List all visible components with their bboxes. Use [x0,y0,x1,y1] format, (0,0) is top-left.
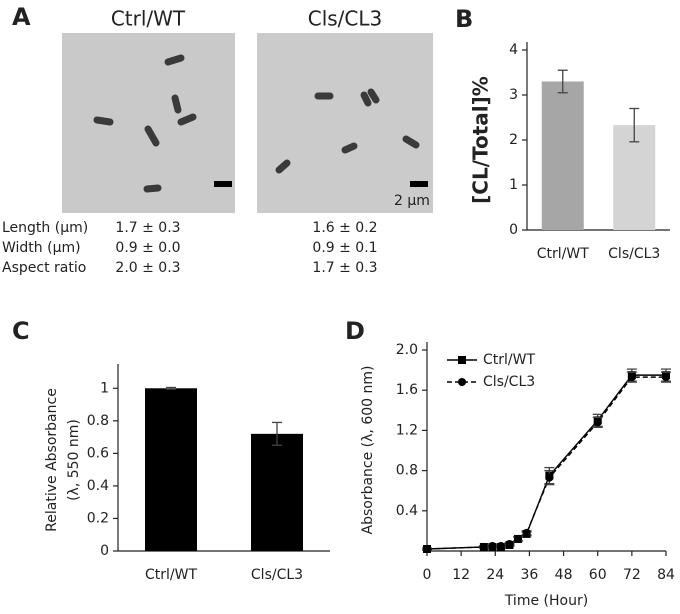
series-line [426,376,666,550]
cell: 1.6 ± 0.2 [312,220,377,236]
cell: 0.9 ± 0.0 [115,240,180,256]
bar [251,433,303,551]
cell: 1.7 ± 0.3 [115,220,180,236]
legend-label: Ctrl/WT [483,352,535,368]
marker [662,373,670,382]
x-tick-label: 12 [452,567,470,583]
y-axis-label: (λ, 550 nm) [66,419,82,501]
x-tick-label: 24 [486,567,504,583]
x-tick-label: 72 [623,567,641,583]
x-tick-label: Ctrl/WT [145,567,197,583]
marker [522,528,531,537]
cell: 0.9 ± 0.1 [312,240,377,256]
y-tick-label: 0.2 [87,510,109,526]
marker [479,542,488,551]
marker [496,541,505,550]
y-tick-label: 4 [509,42,518,58]
panel-letter: A [12,3,31,31]
row-label: Width (µm) [2,240,81,256]
x-tick-label: Cls/CL3 [608,246,660,262]
x-tick-label: 0 [423,567,432,583]
y-tick-label: 0 [100,543,109,559]
micrograph [257,33,433,213]
marker [488,541,497,550]
bar [145,388,197,551]
x-tick-label: Cls/CL3 [251,567,303,583]
marker [627,373,636,382]
marker [545,473,554,482]
marker [514,534,523,543]
marker [505,539,514,548]
x-tick-label: 36 [521,567,539,583]
y-tick-label: 0.8 [87,413,109,429]
bar [613,125,656,230]
y-tick-label: 1.6 [396,382,418,398]
image-title: Cls/CL3 [308,7,383,31]
y-tick-label: 0.8 [396,463,418,479]
micrograph [62,33,235,213]
bar [541,81,584,230]
x-tick-label: Ctrl/WT [537,246,589,262]
y-tick-label: 3 [509,87,518,103]
legend-label: Cls/CL3 [483,374,535,390]
row-label: Length (µm) [2,220,88,236]
y-axis-label: [CL/Total]% [469,76,493,204]
panel-letter: C [12,317,30,345]
image-title: Ctrl/WT [111,7,186,31]
y-tick-label: 1.2 [396,422,418,438]
cell: 2.0 ± 0.3 [115,260,180,276]
y-tick-label: 1 [100,380,109,396]
x-tick-label: 84 [657,567,675,583]
marker [593,418,602,427]
legend-marker [458,378,466,386]
y-tick-label: 0 [509,222,518,238]
y-tick-label: 2.0 [396,342,418,358]
x-tick-label: 48 [555,567,573,583]
cell: 1.7 ± 0.3 [312,260,377,276]
y-axis-label: Absorbance (λ, 600 nm) [360,366,376,535]
panel-letter: B [455,5,473,33]
y-tick-label: 0.4 [396,503,418,519]
row-label: Aspect ratio [2,260,86,276]
y-tick-label: 0.4 [87,478,109,494]
y-tick-label: 1 [509,177,518,193]
x-tick-label: 60 [589,567,607,583]
y-axis-label: Relative Absorbance [44,388,60,532]
x-axis-label: Time (Hour) [504,593,588,609]
y-tick-label: 0.6 [87,445,109,461]
series-line [426,374,666,550]
marker [423,544,431,553]
legend-marker [458,356,466,364]
y-tick-label: 2 [509,132,518,148]
scale-bar-label: 2 µm [394,193,430,209]
panel-letter: D [345,317,365,345]
